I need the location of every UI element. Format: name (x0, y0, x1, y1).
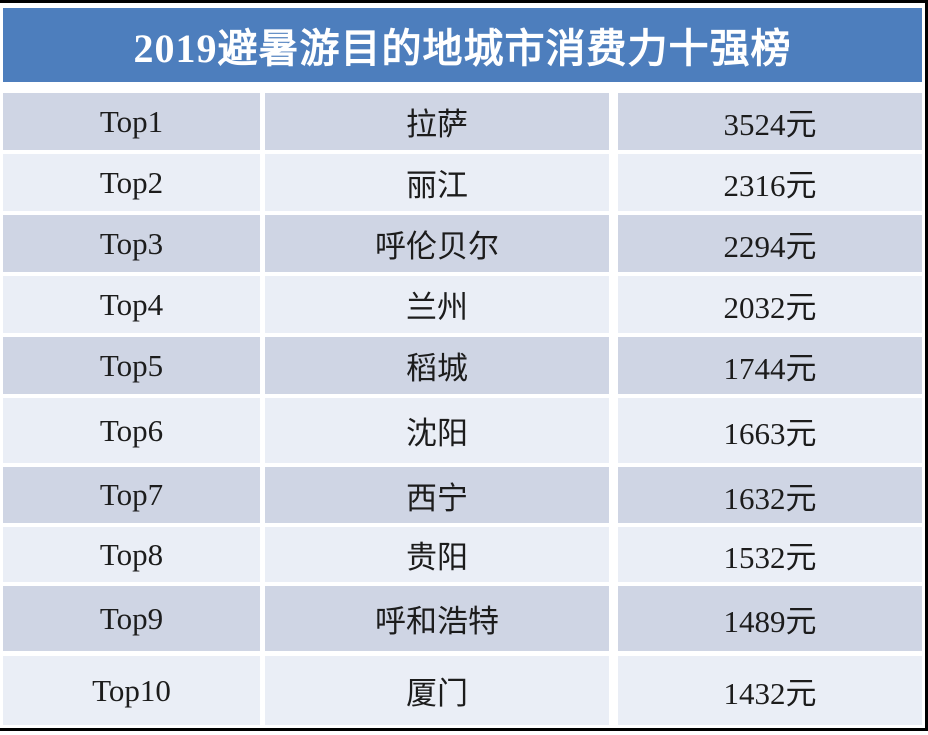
city-cell: 稻城 (265, 337, 609, 394)
rank-cell: Top4 (3, 276, 260, 333)
table-row-4: Top4 兰州 2032元 (3, 276, 922, 333)
rank-cell: Top6 (3, 398, 260, 463)
value-cell: 1663元 (618, 398, 922, 463)
table-row-8: Top8 贵阳 1532元 (3, 527, 922, 582)
rank-cell: Top7 (3, 467, 260, 523)
rank-cell: Top5 (3, 337, 260, 394)
table-row-6: Top6 沈阳 1663元 (3, 398, 922, 463)
rank-cell: Top9 (3, 586, 260, 651)
rank-cell: Top10 (3, 656, 260, 725)
value-cell: 1632元 (618, 467, 922, 523)
city-cell: 拉萨 (265, 93, 609, 150)
table-row-5: Top5 稻城 1744元 (3, 337, 922, 394)
rank-cell: Top3 (3, 215, 260, 272)
table-title: 2019避暑游目的地城市消费力十强榜 (133, 26, 792, 71)
table-content: 2019避暑游目的地城市消费力十强榜 Top1 拉萨 3524元 Top2 丽江… (3, 8, 922, 725)
table-rows: Top1 拉萨 3524元 Top2 丽江 2316元 Top3 呼伦贝尔 22… (3, 93, 922, 725)
value-cell: 2316元 (618, 154, 922, 211)
value-cell: 2294元 (618, 215, 922, 272)
value-cell: 1532元 (618, 527, 922, 582)
city-cell: 西宁 (265, 467, 609, 523)
city-cell: 兰州 (265, 276, 609, 333)
city-cell: 呼伦贝尔 (265, 215, 609, 272)
value-cell: 1489元 (618, 586, 922, 651)
table-row-2: Top2 丽江 2316元 (3, 154, 922, 211)
city-cell: 贵阳 (265, 527, 609, 582)
city-cell: 厦门 (265, 656, 609, 725)
table-row-9: Top9 呼和浩特 1489元 (3, 586, 922, 651)
value-cell: 1744元 (618, 337, 922, 394)
frame-right-line (925, 0, 928, 731)
table-row-3: Top3 呼伦贝尔 2294元 (3, 215, 922, 272)
rank-cell: Top8 (3, 527, 260, 582)
value-cell: 3524元 (618, 93, 922, 150)
rank-cell: Top2 (3, 154, 260, 211)
table-row-10: Top10 厦门 1432元 (3, 656, 922, 725)
frame-top-line (0, 0, 928, 3)
table-row-7: Top7 西宁 1632元 (3, 467, 922, 523)
rank-cell: Top1 (3, 93, 260, 150)
city-cell: 呼和浩特 (265, 586, 609, 651)
frame-bottom-line (0, 728, 928, 731)
city-cell: 丽江 (265, 154, 609, 211)
value-cell: 1432元 (618, 656, 922, 725)
table-title-bar: 2019避暑游目的地城市消费力十强榜 (3, 8, 922, 82)
table-row-1: Top1 拉萨 3524元 (3, 93, 922, 150)
city-cell: 沈阳 (265, 398, 609, 463)
value-cell: 2032元 (618, 276, 922, 333)
